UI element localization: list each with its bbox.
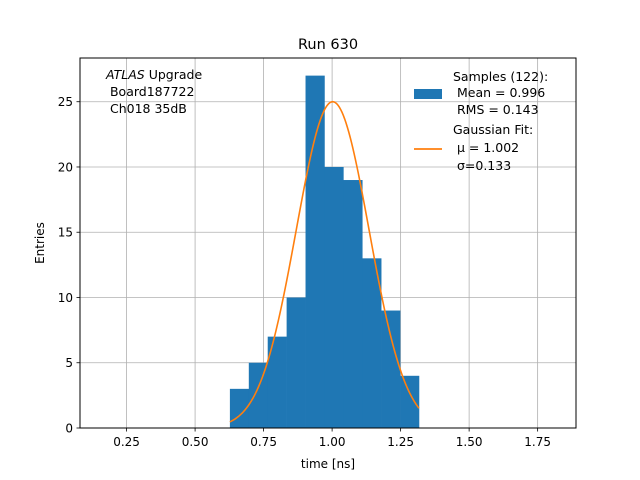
histogram-bar xyxy=(324,166,344,429)
y-tick-label: 20 xyxy=(58,160,73,174)
x-tick-label: 0.75 xyxy=(250,435,277,449)
annotation-line-2: Board187722 xyxy=(106,84,194,99)
histogram-bar xyxy=(267,336,287,428)
x-tick-label: 0.25 xyxy=(113,435,140,449)
gaussian-fit-curve xyxy=(229,100,420,423)
histogram-bar xyxy=(381,310,401,428)
y-tick-label: 10 xyxy=(58,291,73,305)
histogram-bar xyxy=(400,375,420,428)
histogram-bars xyxy=(229,75,420,429)
legend-fit-line-2: μ = 1.002 xyxy=(453,140,519,155)
histogram-bar xyxy=(229,388,250,428)
legend-fit-line-3: σ=0.133 xyxy=(453,158,511,173)
x-tick-label: 1.00 xyxy=(319,435,346,449)
histogram-bar xyxy=(343,180,363,428)
y-tick-label: 15 xyxy=(58,226,73,240)
legend-samples-swatch xyxy=(414,89,442,99)
histogram-bar xyxy=(286,297,306,428)
annotation-line-3: Ch018 35dB xyxy=(106,101,187,116)
y-tick-label: 5 xyxy=(65,356,73,370)
y-tick-label: 25 xyxy=(58,95,73,109)
x-tick-label: 1.25 xyxy=(387,435,414,449)
x-tick-label: 0.50 xyxy=(182,435,209,449)
annotation-line-1: ATLAS Upgrade xyxy=(105,67,202,82)
legend-fit-line-1: Gaussian Fit: xyxy=(453,122,533,137)
gaussian-fit xyxy=(229,100,420,423)
legend-samples-line-3: RMS = 0.143 xyxy=(453,102,539,117)
x-tick-label: 1.75 xyxy=(524,435,551,449)
annotation-box: ATLAS Upgrade Board187722 Ch018 35dB xyxy=(105,67,202,116)
histogram-bar xyxy=(362,258,382,428)
legend-samples-line-2: Mean = 0.996 xyxy=(453,85,545,100)
annotation-upgrade: Upgrade xyxy=(145,67,203,82)
x-axis-ticks: 0.25 0.50 0.75 1.00 1.25 1.50 1.75 xyxy=(113,428,551,449)
x-axis-label: time [ns] xyxy=(301,457,355,471)
annotation-atlas: ATLAS xyxy=(105,67,145,82)
y-axis-label: Entries xyxy=(33,222,47,264)
legend: Samples (122): Mean = 0.996 RMS = 0.143 … xyxy=(414,69,548,173)
histogram-bar xyxy=(248,362,269,428)
histogram-bar xyxy=(305,75,325,428)
y-axis-ticks: 0 5 10 15 20 25 xyxy=(58,95,80,436)
y-tick-label: 0 xyxy=(65,422,73,436)
chart-title: Run 630 xyxy=(298,37,358,53)
legend-samples-line-1: Samples (122): xyxy=(453,69,548,84)
plot-frame xyxy=(79,57,577,429)
x-tick-label: 1.50 xyxy=(456,435,483,449)
